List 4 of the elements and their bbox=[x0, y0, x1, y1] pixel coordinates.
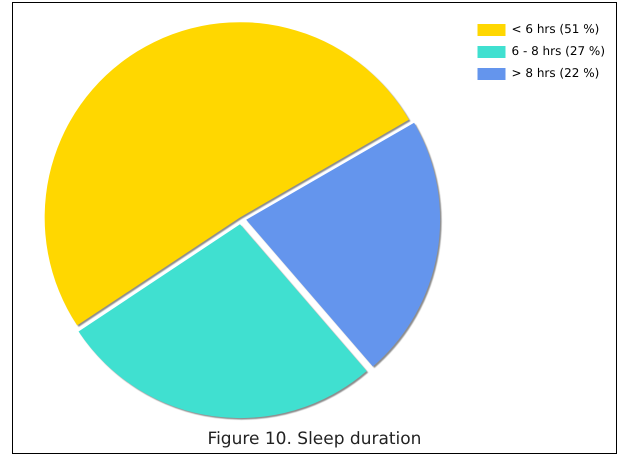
legend-label: > 8 hrs (22 %) bbox=[512, 66, 600, 80]
legend-label: 6 - 8 hrs (27 %) bbox=[512, 44, 605, 58]
text: Figure 10. Sleep duration bbox=[208, 429, 422, 450]
legend-label: < 6 hrs (51 %) bbox=[512, 22, 600, 36]
